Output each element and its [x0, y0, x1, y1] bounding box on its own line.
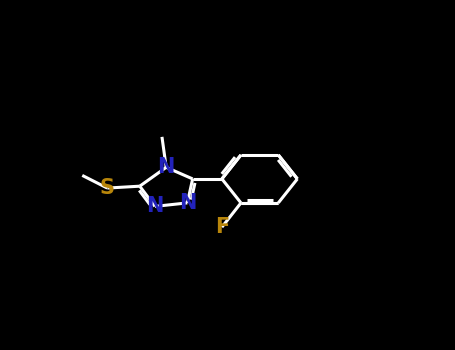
Text: F: F	[215, 217, 229, 237]
Text: N: N	[146, 196, 164, 216]
Text: S: S	[100, 178, 115, 198]
Text: N: N	[179, 193, 196, 213]
Text: N: N	[157, 157, 175, 177]
